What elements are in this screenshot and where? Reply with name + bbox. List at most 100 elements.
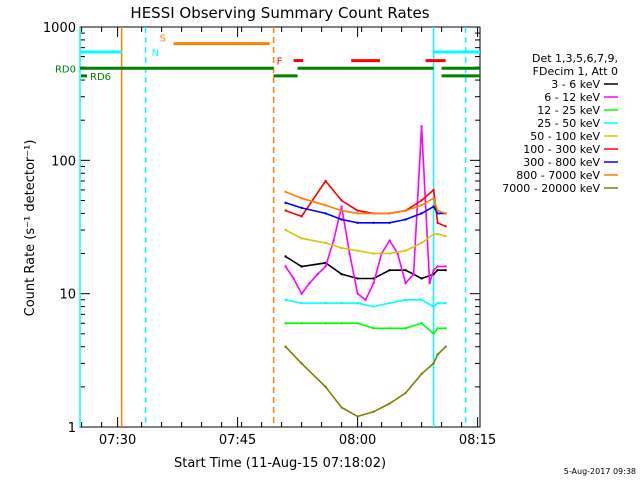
series-point (340, 209, 343, 212)
series-point (284, 190, 287, 194)
series-point (300, 265, 303, 268)
legend-label: 6 - 12 keV (544, 91, 600, 104)
series-point (284, 255, 287, 258)
series-point (420, 241, 423, 245)
plot-area: 1 10 100 1000 07:30 07:45 08:00 08:15 SN F RD0 RD6 (43, 21, 496, 448)
series-point (284, 298, 287, 301)
series-point (340, 301, 343, 305)
series-point (284, 209, 287, 212)
series-point (404, 218, 407, 221)
series-point (340, 406, 343, 409)
series-point (444, 327, 447, 330)
series-point (436, 209, 439, 212)
series-point (388, 301, 391, 305)
series-point (388, 402, 391, 405)
flag-label: N (152, 48, 159, 59)
legend-label: 100 - 300 keV (523, 143, 600, 156)
series-point (412, 272, 415, 276)
series-point (432, 205, 435, 208)
series-point (404, 327, 407, 330)
series-point (324, 385, 327, 389)
series-point (356, 221, 359, 225)
series-line (285, 346, 447, 418)
flag-label: S (160, 34, 166, 45)
series-point (372, 221, 375, 225)
series-point (420, 372, 423, 376)
series-point (436, 265, 439, 268)
series-point (324, 322, 327, 325)
legend-label: 3 - 6 keV (551, 78, 600, 91)
y-axis-label: Count Rate (s⁻¹ detector⁻¹) (23, 140, 38, 317)
series-point (444, 234, 447, 238)
series-point (444, 301, 447, 305)
series-point (300, 362, 303, 365)
y-tick-label: 1000 (43, 21, 76, 36)
series-point (388, 239, 391, 242)
series-point (388, 252, 391, 255)
series-point (444, 345, 447, 348)
series-point (284, 201, 287, 205)
series-point (356, 212, 359, 215)
series-point (432, 196, 435, 200)
series-point (348, 252, 351, 255)
series-point (284, 345, 287, 348)
plot-frame (79, 26, 481, 428)
series-point (428, 281, 431, 285)
series-point (356, 301, 359, 305)
series-point (324, 241, 327, 245)
series-point (300, 322, 303, 325)
series-point (332, 239, 335, 242)
series-point (432, 332, 435, 336)
series-point (404, 298, 407, 301)
series-point (300, 301, 303, 305)
series-point (420, 212, 423, 215)
series-point (324, 212, 327, 215)
series-line (285, 255, 446, 280)
series-point (372, 327, 375, 330)
series-point (404, 249, 407, 252)
series-point (372, 252, 375, 255)
series-point (436, 232, 439, 236)
series-point (316, 272, 319, 276)
series-point (404, 391, 407, 395)
series-point (292, 277, 295, 280)
series-point (372, 281, 375, 285)
series-point (340, 322, 343, 325)
x-tick-label: 07:45 (219, 433, 256, 448)
series-point (420, 199, 423, 202)
series-point (372, 410, 375, 414)
series-point (388, 212, 391, 215)
series-point (444, 225, 447, 228)
legend-label: 300 - 800 keV (523, 156, 600, 169)
y-tick-label: 1 (68, 421, 76, 436)
series-point (420, 277, 423, 280)
series-point (324, 301, 327, 305)
series-point (300, 196, 303, 200)
series-point (356, 292, 359, 295)
series-point (432, 362, 435, 365)
y-tick-label: 10 (59, 288, 76, 303)
series-point (436, 212, 439, 215)
x-tick-label: 08:00 (339, 433, 376, 448)
series-line (285, 191, 446, 215)
x-tick-label: 07:30 (99, 433, 136, 448)
series-point (340, 199, 343, 202)
legend-label: 12 - 25 keV (537, 104, 600, 117)
series-line (285, 202, 446, 224)
series-line (285, 322, 446, 335)
series-point (284, 228, 287, 232)
series-point (356, 415, 359, 418)
chart-title: HESSI Observing Summary Count Rates (130, 4, 429, 22)
series-point (300, 206, 303, 210)
legend-header: Det 1,3,5,6,7,9, (532, 52, 618, 65)
series-point (404, 209, 407, 212)
series-point (340, 205, 343, 208)
series-point (444, 265, 447, 268)
legend: Det 1,3,5,6,7,9,FDecim 1, Att 03 - 6 keV… (502, 52, 618, 195)
series-point (432, 268, 435, 272)
legend-label: 25 - 50 keV (537, 117, 600, 130)
series-point (420, 322, 423, 325)
legend-label: 50 - 100 keV (530, 130, 600, 143)
series-point (436, 221, 439, 225)
